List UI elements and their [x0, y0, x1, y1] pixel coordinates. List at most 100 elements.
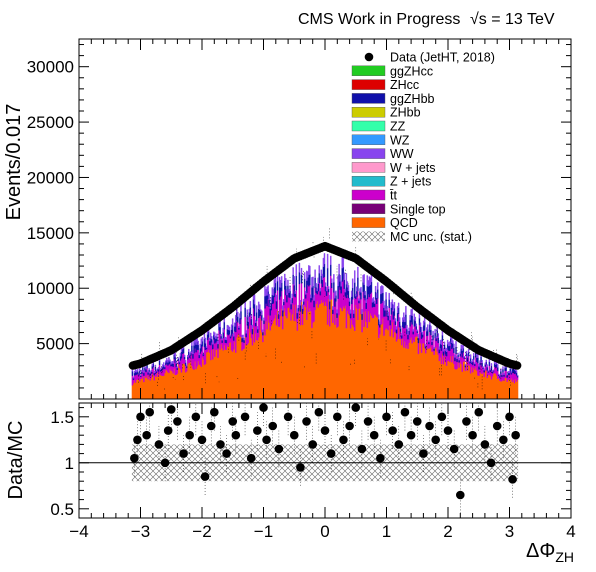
legend-label: Single top: [390, 202, 446, 216]
legend-swatch: [351, 65, 386, 77]
main-y-ticks: 5000 10000 15000 20000 25000 30000: [27, 44, 571, 389]
x-tick-label: 4: [566, 522, 575, 541]
ratio-point: [326, 449, 336, 458]
data-points: [128, 226, 522, 390]
ratio-point: [133, 435, 142, 445]
ratio-point: [136, 412, 145, 422]
ratio-point: [253, 426, 262, 435]
ratio-point: [262, 435, 271, 445]
ratio-point: [320, 426, 330, 435]
legend-swatch: [351, 148, 386, 159]
ratio-y-ticks: 0.5 1 1.5: [50, 407, 571, 519]
y-tick-label: 25000: [27, 113, 74, 132]
y-tick-label: 5000: [36, 335, 74, 354]
ratio-x-ticks: −4 −3 −2 −1 0 1 2 3 4: [69, 403, 576, 541]
ratio-point: [185, 430, 194, 440]
legend-swatch: [351, 134, 386, 146]
ratio-point: [468, 430, 477, 440]
ratio-point: [283, 412, 293, 422]
legend-label: WW: [390, 147, 414, 161]
ratio-point: [179, 449, 188, 458]
ratio-point: [431, 435, 441, 445]
legend-label: W + jets: [390, 161, 436, 175]
x-tick-label: −2: [192, 522, 211, 541]
ratio-point: [228, 417, 238, 426]
ratio-point: [289, 430, 299, 440]
legend-label: Data (JetHT, 2018): [390, 51, 495, 65]
legend-label: ZZ: [390, 120, 406, 134]
ratio-point: [474, 407, 484, 417]
legend-swatch: [351, 203, 386, 215]
legend-label: WZ: [390, 133, 410, 147]
x-axis-label-sub: ZH: [555, 549, 574, 565]
x-axis-label: ΔΦZH: [526, 540, 574, 565]
ratio-point: [240, 412, 250, 422]
ratio-point: [166, 405, 176, 414]
legend-data-marker: [364, 52, 374, 62]
main-x-ticks: [78, 39, 572, 399]
legend-label: Z + jets: [390, 175, 431, 189]
legend-swatch: [351, 106, 386, 118]
ratio-point: [163, 426, 173, 435]
y-tick-label: 30000: [27, 58, 74, 77]
ratio-y-tick-label: 1: [65, 454, 74, 473]
legend-swatch: [351, 162, 386, 173]
ratio-y-axis-label: Data/MC: [5, 421, 27, 500]
y-tick-label: 10000: [27, 279, 74, 298]
ratio-point: [130, 453, 139, 463]
ratio-point: [191, 412, 201, 422]
x-axis-label-main: ΔΦ: [526, 540, 555, 562]
ratio-point: [357, 444, 367, 454]
ratio-points: [130, 403, 520, 514]
ratio-point: [206, 421, 216, 431]
main-y-axis-label: Events/0.017: [3, 104, 25, 221]
ratio-point: [197, 435, 207, 445]
ratio-point: [216, 440, 225, 449]
ratio-point: [499, 435, 508, 445]
x-tick-label: −3: [131, 522, 150, 541]
x-tick-label: 0: [320, 522, 329, 541]
ratio-point: [345, 421, 354, 431]
ratio-point: [210, 407, 219, 417]
ratio-point: [308, 440, 318, 449]
ratio-point: [382, 412, 391, 422]
ratio-point: [412, 417, 422, 426]
main-panel: 5000 10000 15000 20000 25000 30000 Events/0.0…: [3, 38, 572, 400]
legend-label: ZHcc: [390, 78, 419, 92]
ratio-point: [480, 440, 490, 449]
ratio-point: [376, 453, 385, 463]
y-tick-label: 15000: [27, 224, 74, 243]
ratio-point: [505, 412, 514, 422]
ratio-point: [492, 421, 502, 431]
ratio-point: [160, 458, 170, 468]
ratio-point: [406, 430, 416, 440]
ratio-point: [363, 417, 373, 426]
x-tick-label: 3: [505, 522, 514, 541]
legend-label: QCD: [390, 216, 418, 230]
ratio-point: [142, 430, 151, 440]
legend-label: ggZHcc: [390, 64, 433, 78]
legend-hatch-swatch: [352, 231, 385, 242]
ratio-point: [388, 426, 397, 435]
legend-swatch: [351, 93, 386, 104]
ratio-point: [231, 430, 241, 440]
legend-swatch: [351, 79, 386, 90]
mc-stack: [131, 253, 519, 399]
x-tick-label: −4: [69, 522, 88, 541]
ratio-point: [511, 430, 520, 440]
data-point: [512, 361, 522, 370]
ratio-point: [508, 475, 517, 484]
ratio-point: [246, 453, 256, 463]
x-tick-label: 1: [382, 522, 391, 541]
legend-swatch: [351, 120, 386, 132]
legend-label: ZHbb: [390, 106, 421, 120]
ratio-point: [333, 412, 342, 422]
legend-swatch: [351, 175, 386, 187]
legend-swatch: [351, 217, 386, 228]
qcd-area: [131, 298, 519, 399]
ratio-point: [400, 407, 410, 417]
x-tick-label: 2: [443, 522, 452, 541]
ratio-point: [200, 472, 210, 481]
ratio-point: [394, 440, 404, 449]
